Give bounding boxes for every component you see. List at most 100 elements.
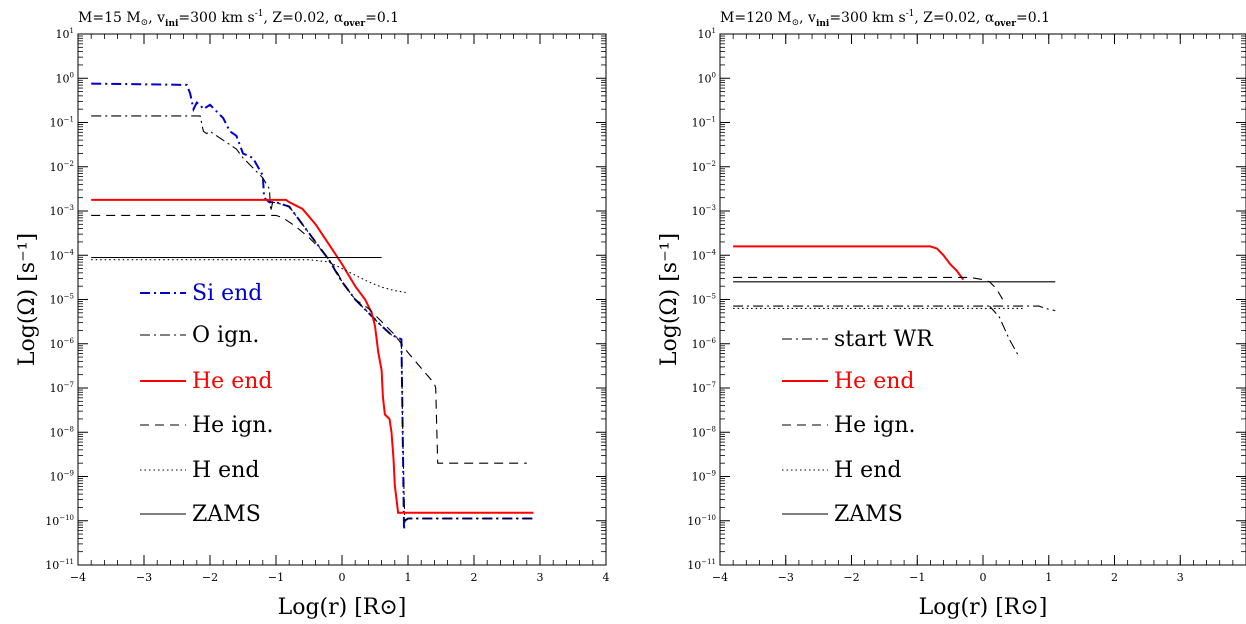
y-tick-exponent: 0	[712, 71, 716, 79]
y-tick-exponent: −3	[706, 204, 716, 212]
legend-label: ZAMS	[192, 502, 261, 527]
y-tick-exponent: −9	[64, 470, 74, 478]
series-group	[91, 82, 534, 530]
y-tick-label: 100	[56, 71, 74, 85]
title-part-sun: ⊙	[792, 18, 800, 28]
y-tick-base: 10	[692, 382, 706, 395]
title-part-a_sub: over	[343, 19, 365, 29]
y-tick-base: 10	[50, 294, 64, 307]
legend-label: O ign.	[192, 323, 259, 348]
x-tick-label: −1	[268, 571, 284, 584]
title-part-a_sub: over	[994, 19, 1016, 29]
y-tick-label: 101	[56, 27, 74, 41]
y-tick-exponent: −4	[706, 248, 717, 256]
title-part-M: M=15 M	[78, 10, 141, 26]
x-tick-label: −4	[712, 571, 728, 584]
x-tick-label: −1	[909, 571, 925, 584]
chart-title: M=120 M⊙, vini=300 km s-1, Z=0.02, αover…	[720, 9, 1050, 29]
y-tick-base: 10	[45, 559, 59, 572]
y-tick-base: 10	[692, 294, 706, 307]
y-tick-exponent: −4	[64, 248, 75, 256]
legend: start WR He end He ign. H end ZAMS	[782, 327, 934, 527]
x-tick-label: −2	[202, 571, 218, 584]
series-line-he-ign-	[733, 276, 1004, 300]
y-tick-label: 10−6	[692, 337, 717, 351]
chart-title-text: M=120 M⊙, vini=300 km s-1, Z=0.02, αover…	[720, 9, 1050, 29]
legend-label: He end	[834, 369, 914, 394]
title-part-sun: ⊙	[141, 18, 149, 28]
y-tick-base: 10	[50, 205, 64, 218]
series-group	[733, 245, 1056, 358]
y-tick-exponent: −8	[64, 425, 74, 433]
x-tick-label: −3	[778, 571, 794, 584]
y-tick-exponent: −11	[59, 558, 74, 566]
y-tick-label: 10−4	[50, 248, 75, 262]
chart-panel-1: M=15 M⊙, vini=300 km s-1, Z=0.02, αover=…	[15, 9, 610, 620]
y-tick-exponent: −1	[64, 116, 74, 124]
y-tick-base: 10	[50, 426, 64, 439]
y-tick-exponent: −5	[706, 293, 716, 301]
x-tick-label: 0	[980, 571, 987, 584]
y-tick-exponent: 0	[70, 71, 74, 79]
y-tick-label: 10−10	[45, 514, 74, 528]
y-tick-label: 10−8	[50, 425, 74, 439]
y-tick-label: 100	[698, 71, 716, 85]
y-tick-exponent: −7	[706, 381, 716, 389]
x-tick-label: 2	[471, 571, 478, 584]
y-tick-exponent: −10	[701, 514, 716, 522]
legend-label: H end	[192, 458, 259, 483]
y-tick-exponent: −5	[64, 293, 74, 301]
x-tick-label: 3	[1177, 571, 1184, 584]
y-tick-exponent: −7	[64, 381, 74, 389]
y-tick-exponent: −3	[64, 204, 74, 212]
x-axis: −4 −3 −2 −1 0 1 2 3	[712, 34, 1234, 584]
y-tick-label: 10−11	[45, 558, 74, 572]
y-tick-label: 10−5	[50, 293, 74, 307]
y-tick-base: 10	[692, 338, 706, 351]
legend-label: He end	[192, 369, 272, 394]
plot-frame	[719, 33, 1246, 566]
legend-label: He ign.	[192, 413, 273, 438]
series-line-he-end	[733, 245, 965, 281]
x-tick-label: −2	[843, 571, 859, 584]
y-tick-base: 10	[687, 559, 701, 572]
x-tick-label: −3	[136, 571, 152, 584]
y-tick-exponent: 1	[712, 27, 716, 35]
x-tick-label: 1	[1045, 571, 1052, 584]
y-tick-label: 10−11	[687, 558, 716, 572]
y-tick-base: 10	[692, 471, 706, 484]
title-part-a_eq: =0.1	[365, 10, 399, 26]
series-line-he-end	[91, 198, 534, 514]
y-tick-exponent: −8	[706, 425, 716, 433]
x-tick-label: 2	[1111, 571, 1118, 584]
y-tick-exponent: −2	[706, 160, 716, 168]
title-part-z: , Z=0.02, α	[914, 10, 994, 26]
y-tick-base: 10	[50, 338, 64, 351]
y-tick-label: 10−1	[692, 116, 716, 130]
y-tick-label: 10−3	[692, 204, 716, 218]
x-tick-label: 0	[339, 571, 346, 584]
y-tick-label: 10−2	[692, 160, 716, 174]
legend: Si end O ign. He end He ign. H end ZAMS	[140, 281, 273, 527]
y-tick-label: 10−7	[692, 381, 716, 395]
y-tick-base: 10	[698, 28, 712, 41]
legend-label: start WR	[834, 327, 934, 352]
y-axis: 10110010−110−210−310−410−510−610−710−810…	[687, 27, 1246, 572]
y-tick-base: 10	[50, 161, 64, 174]
y-tick-exponent: −6	[706, 337, 717, 345]
legend-label: ZAMS	[834, 502, 903, 527]
y-tick-base: 10	[687, 515, 701, 528]
y-tick-label: 101	[698, 27, 716, 41]
y-tick-base: 10	[698, 72, 712, 85]
y-tick-base: 10	[692, 117, 706, 130]
y-tick-base: 10	[692, 161, 706, 174]
y-tick-exponent: −11	[701, 558, 716, 566]
title-part-v_exp: -1	[255, 9, 264, 19]
x-axis-title: Log(r) [R⊙]	[919, 595, 1048, 620]
x-axis-title: Log(r) [R⊙]	[278, 595, 407, 620]
series-line-start-wr-branch	[989, 305, 1020, 358]
y-tick-label: 10−2	[50, 160, 74, 174]
y-tick-base: 10	[50, 117, 64, 130]
x-tick-label: 4	[603, 571, 610, 584]
